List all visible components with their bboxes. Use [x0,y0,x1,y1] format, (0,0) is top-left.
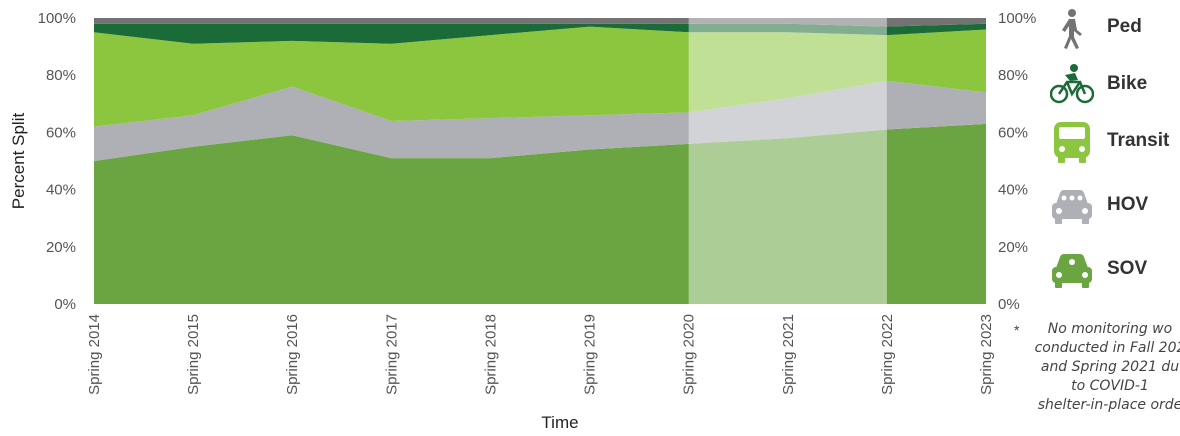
note-line: shelter-in-place orde [1037,397,1180,413]
x-tick-label: Spring 2022 [879,314,896,395]
bicycle-icon [1050,64,1094,104]
note-line: and Spring 2021 du [1040,359,1180,375]
note-line: to COVID-1 [1071,378,1149,394]
y-tick-label-left: 20% [46,239,76,256]
legend-label: HOV [1107,194,1149,215]
y-tick-label-right: 0% [998,296,1020,313]
x-tick-label: Spring 2014 [86,314,103,395]
y-tick-label-right: 100% [998,10,1036,27]
note-asterisk: * [1014,322,1020,338]
legend-item-bike: Bike [1050,63,1180,107]
note-line: No monitoring wo [1047,321,1173,337]
x-tick-label: Spring 2019 [582,314,599,395]
legend-label: Bike [1107,73,1148,94]
y-tick-label-right: 80% [998,67,1028,84]
legend-item-hov: HOV [1050,184,1180,228]
y-tick-label-left: 60% [46,124,76,141]
y-tick-label-left: 100% [38,10,76,27]
area-ped [94,18,986,27]
legend-label: SOV [1107,258,1148,279]
x-axis-title: Time [541,413,578,432]
y-tick-label-right: 40% [998,182,1028,199]
y-axis-title: Percent Split [9,113,28,210]
bus-icon [1054,122,1090,163]
y-tick-label-left: 0% [54,296,76,313]
area-hov [94,80,986,161]
legend-item-transit: Transit [1050,120,1180,164]
x-tick-label: Spring 2020 [681,314,698,395]
area-bike [94,23,986,44]
x-tick-label: Spring 2017 [383,314,400,395]
x-tick-label: Spring 2018 [482,314,499,395]
covid-note: No monitoring wo conducted in Fall 202 a… [1010,320,1180,415]
carpool-icon [1052,190,1092,224]
note-line: conducted in Fall 202 [1034,340,1180,356]
legend-item-sov: SOV [1050,248,1180,292]
x-tick-label: Spring 2015 [185,314,202,395]
legend-item-ped: Ped [1050,6,1180,50]
x-tick-label: Spring 2016 [284,314,301,395]
no-monitoring-overlay [688,18,887,304]
legend-label: Transit [1107,130,1170,151]
y-tick-label-left: 40% [46,182,76,199]
x-tick-label: Spring 2021 [780,314,797,395]
x-tick-label: Spring 2023 [978,314,995,395]
car-icon [1052,254,1092,288]
y-tick-label-right: 60% [998,124,1028,141]
legend-label: Ped [1107,16,1142,37]
y-tick-label-right: 20% [998,239,1028,256]
pedestrian-icon [1062,9,1082,49]
area-transit [94,26,986,127]
y-tick-label-left: 80% [46,67,76,84]
area-sov [94,123,986,304]
